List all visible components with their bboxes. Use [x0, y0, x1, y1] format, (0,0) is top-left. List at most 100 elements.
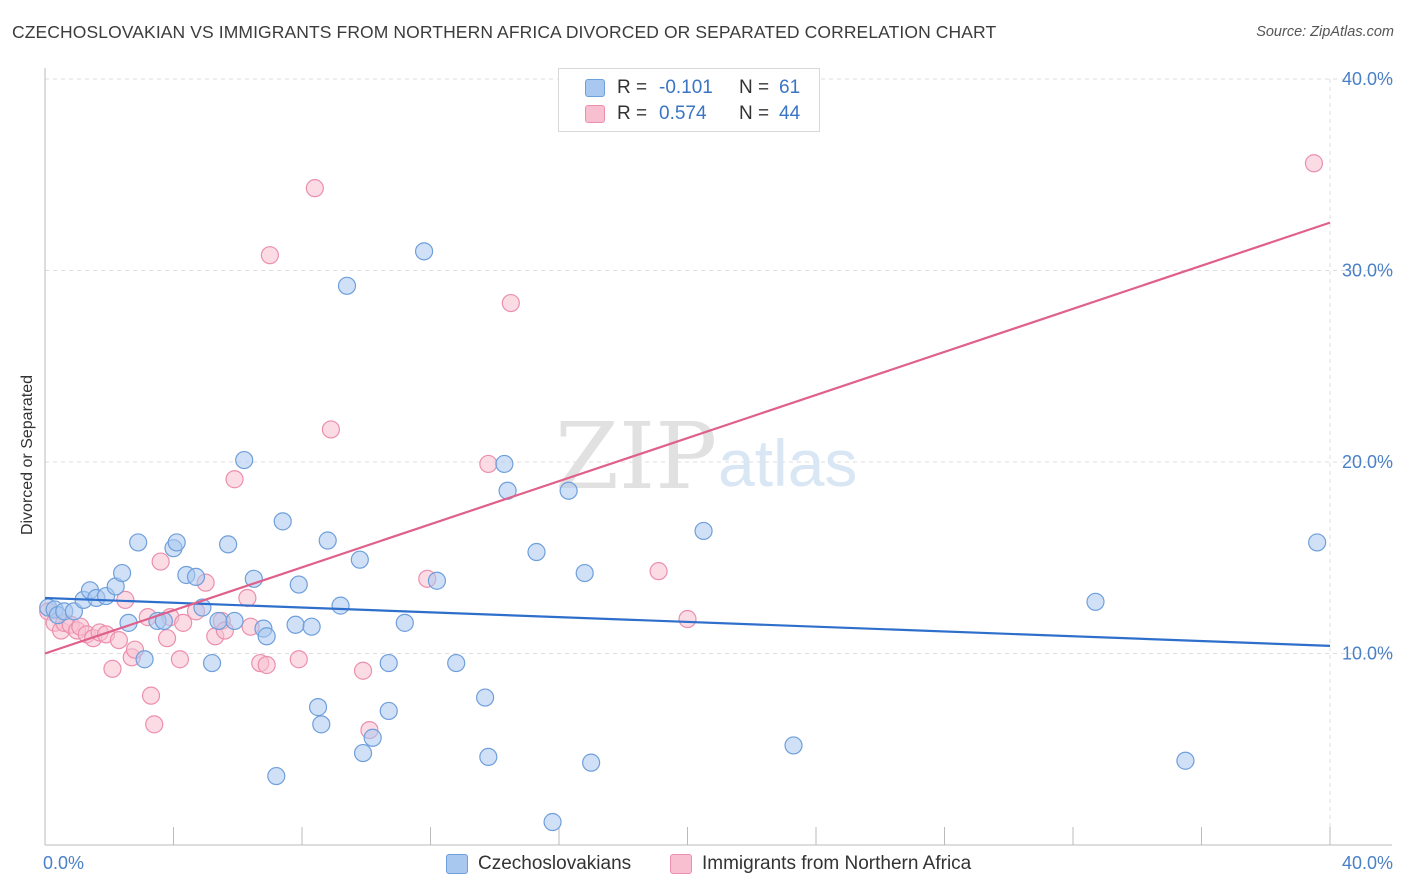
immigrant-point: [321, 420, 341, 439]
immigrant-trend-line: [44, 221, 1331, 655]
czechoslovakian-point: [447, 653, 466, 673]
czechoslovakian-point: [1086, 592, 1105, 611]
czechoslovakian-point: [575, 563, 594, 583]
immigrant-point: [174, 613, 193, 632]
czechoslovakian-point: [257, 627, 276, 646]
legend-n-label: N =: [739, 77, 770, 98]
czechoslovakian-point: [414, 242, 434, 261]
immigrant-point: [257, 655, 276, 675]
chart-title: CZECHOSLOVAKIAN VS IMMIGRANTS FROM NORTH…: [12, 22, 997, 42]
czechoslovakian-point: [353, 743, 373, 763]
czechoslovakian-point: [318, 531, 337, 550]
x-tick-label: 40.0%: [1342, 853, 1393, 873]
bottom-legend-czechoslovakians: Czechoslovakians: [446, 852, 631, 876]
immigrant-point: [678, 609, 697, 629]
immigrant-point: [225, 470, 244, 489]
source-label: Source: ZipAtlas.com: [1256, 24, 1394, 40]
immigrant-point: [170, 650, 190, 669]
czechoslovakian-point: [427, 571, 447, 590]
czechoslovakian-point: [112, 563, 132, 583]
immigrant-point: [649, 562, 668, 581]
czechoslovakian-point: [476, 688, 495, 707]
tick-labels: 10.0% 20.0% 30.0% 40.0% 0.0% 40.0%: [43, 69, 1393, 873]
czechoslovakian-trend-line: [44, 596, 1331, 647]
legend-r-label: R =: [617, 103, 648, 124]
y-tick-label: 40.0%: [1342, 69, 1393, 89]
legend-n-value: 61: [779, 77, 801, 98]
immigrant-point: [103, 659, 122, 678]
czechoslovakian-point: [129, 533, 148, 552]
immigrant-point: [289, 650, 308, 669]
czechoslovakian-point: [202, 653, 222, 673]
czechoslovakian-point: [209, 611, 228, 631]
czechoslovakian-point: [379, 653, 398, 673]
watermark-zip: ZIP: [555, 403, 717, 510]
immigrant-point: [109, 630, 128, 650]
czechoslovakian-point: [784, 736, 803, 755]
legend-n-value: 44: [779, 103, 801, 124]
immigrant-point: [305, 179, 324, 198]
immigrant-point: [157, 629, 177, 648]
immigrant-point: [151, 552, 170, 571]
legend-r-label: R =: [617, 77, 648, 98]
czechoslovakian-point: [286, 615, 305, 634]
legend-swatch-blue: [585, 79, 605, 97]
correlation-legend: R = -0.101 N = 61 R = 0.574 N = 44: [558, 68, 820, 132]
legend-row-immigrants: R = 0.574 N = 44: [585, 102, 800, 126]
immigrant-point: [145, 715, 164, 734]
czechoslovakian-point: [1176, 751, 1195, 770]
czechoslovakian-point: [543, 812, 562, 832]
y-tick-label: 30.0%: [1342, 261, 1393, 281]
czechoslovakian-point: [154, 611, 173, 631]
czechoslovakian-point: [337, 276, 357, 295]
bottom-legend-swatch-pink: [670, 854, 692, 874]
czechoslovakian-point: [219, 535, 238, 554]
legend-swatch-pink: [585, 105, 605, 123]
czechoslovakian-point: [479, 747, 498, 767]
legend-n-label: N =: [739, 103, 770, 124]
czechoslovakian-point: [527, 542, 546, 562]
legend-r-value: -0.101: [659, 77, 713, 98]
gridlines: [45, 78, 1392, 845]
immigrant-point: [501, 293, 520, 313]
bottom-legend-label: Czechoslovakians: [478, 853, 632, 874]
axes: [44, 68, 1392, 846]
czechoslovakian-point: [350, 550, 369, 569]
bottom-legend-label: Immigrants from Northern Africa: [702, 853, 972, 874]
czechoslovakian-point: [312, 715, 331, 734]
czechoslovakian-point: [267, 766, 286, 786]
czechoslovakian-point: [1308, 533, 1327, 552]
legend-r-value: 0.574: [659, 103, 707, 124]
czechoslovakian-point: [495, 454, 514, 474]
trend-lines: [44, 221, 1331, 655]
x-tick-label: 0.0%: [43, 853, 84, 873]
czechoslovakian-point: [302, 617, 321, 636]
watermark-atlas: atlas: [718, 426, 857, 500]
y-tick-label: 10.0%: [1342, 644, 1393, 664]
czechoslovakian-point: [379, 701, 398, 721]
czechoslovakian-point: [273, 512, 292, 531]
czechoslovakian-point: [363, 728, 382, 747]
czechoslovakian-point: [235, 450, 254, 470]
czechoslovakian-point: [289, 575, 308, 594]
immigrant-point: [1304, 154, 1324, 173]
czechoslovakian-point: [694, 521, 713, 541]
watermark: ZIP atlas: [555, 403, 857, 510]
czechoslovakian-point: [135, 650, 154, 669]
y-tick-label: 20.0%: [1342, 452, 1393, 472]
czechoslovakian-point: [308, 698, 328, 717]
czechoslovakian-point: [582, 753, 601, 772]
immigrant-point: [260, 246, 279, 265]
legend-row-czechoslovakians: R = -0.101 N = 61: [585, 76, 800, 100]
bottom-legend-immigrants: Immigrants from Northern Africa: [670, 852, 971, 876]
immigrant-point: [479, 454, 498, 474]
immigrant-point: [353, 661, 373, 680]
czechoslovakian-point: [559, 481, 578, 500]
czechoslovakian-point: [167, 533, 186, 552]
czechoslovakian-point: [395, 613, 414, 632]
immigrant-point: [141, 686, 161, 705]
immigrant-point: [238, 588, 257, 608]
series-czechoslovakians-points: [39, 242, 1327, 832]
czechoslovakian-point: [186, 567, 206, 587]
